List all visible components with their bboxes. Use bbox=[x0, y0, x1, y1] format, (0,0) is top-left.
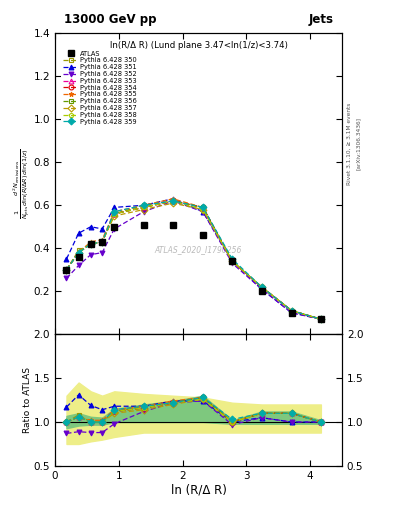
Legend: ATLAS, Pythia 6.428 350, Pythia 6.428 351, Pythia 6.428 352, Pythia 6.428 353, P: ATLAS, Pythia 6.428 350, Pythia 6.428 35… bbox=[61, 49, 139, 126]
X-axis label: ln (R/Δ R): ln (R/Δ R) bbox=[171, 483, 226, 497]
Y-axis label: Ratio to ATLAS: Ratio to ATLAS bbox=[23, 367, 32, 433]
Y-axis label: $\frac{1}{N_{\mathrm{jets}}}\frac{d^2 N_{\mathrm{emissions}}}{d\ln(R/\Delta R)\,: $\frac{1}{N_{\mathrm{jets}}}\frac{d^2 N_… bbox=[11, 148, 32, 219]
Text: Jets: Jets bbox=[308, 13, 333, 26]
Text: Rivet 3.1.10, ≥ 3.1M events: Rivet 3.1.10, ≥ 3.1M events bbox=[347, 102, 352, 184]
Text: ATLAS_2020_I1790256: ATLAS_2020_I1790256 bbox=[155, 245, 242, 254]
Text: ln(R/Δ R) (Lund plane 3.47<ln(1/z)<3.74): ln(R/Δ R) (Lund plane 3.47<ln(1/z)<3.74) bbox=[110, 41, 287, 50]
Text: [arXiv:1306.3436]: [arXiv:1306.3436] bbox=[356, 117, 361, 170]
Text: 13000 GeV pp: 13000 GeV pp bbox=[64, 13, 156, 26]
